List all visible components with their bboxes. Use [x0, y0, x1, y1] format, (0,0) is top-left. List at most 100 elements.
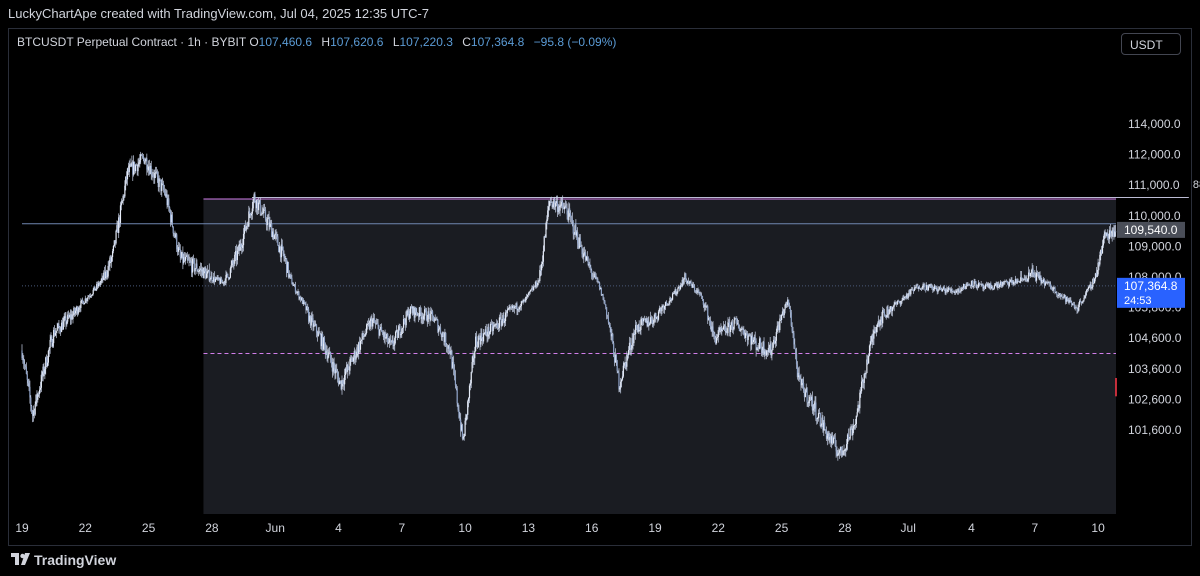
candle-body: [899, 302, 901, 305]
candle-body: [637, 324, 639, 332]
candle-body: [337, 376, 340, 385]
candle-body: [926, 285, 929, 291]
candle-body: [27, 379, 29, 384]
candle-body: [736, 318, 738, 324]
candle-body: [889, 309, 891, 314]
candle-body: [1023, 278, 1025, 280]
candle-body: [785, 302, 787, 305]
candle-body: [255, 201, 257, 209]
candle-body: [550, 201, 552, 203]
candle-body: [605, 304, 607, 308]
candle-body: [937, 289, 939, 292]
candle-body: [45, 357, 47, 370]
candle-body: [787, 299, 789, 305]
candle-body: [987, 283, 989, 286]
candle-body: [1086, 289, 1089, 291]
candle-body: [308, 309, 310, 322]
candle-body: [259, 200, 261, 214]
candle-body: [744, 332, 747, 338]
candle-body: [173, 233, 175, 235]
candle-body: [764, 351, 766, 355]
candle-body: [334, 367, 336, 374]
candle-body: [551, 201, 553, 208]
candle-body: [81, 299, 83, 302]
candle-body: [783, 309, 785, 316]
candle-body: [508, 307, 510, 309]
candle-body: [47, 350, 49, 363]
candle-body: [865, 372, 867, 375]
candle-body: [278, 245, 280, 253]
candle-body: [243, 225, 246, 234]
candle-body: [64, 316, 66, 319]
candle-body: [868, 345, 871, 356]
candle-body: [309, 315, 311, 326]
candle-body: [400, 334, 402, 336]
candle-body: [968, 284, 970, 286]
candle-body: [1005, 280, 1007, 282]
candle-body: [472, 355, 474, 362]
candle-body: [691, 284, 693, 288]
candle-body: [274, 233, 276, 236]
candle-body: [142, 155, 144, 158]
candle-body: [662, 305, 664, 307]
candle-body: [289, 274, 291, 276]
candle-body: [636, 328, 639, 332]
candle-body: [94, 286, 96, 291]
currency-unit-button[interactable]: USDT: [1121, 33, 1181, 55]
candle-body: [22, 358, 24, 361]
candle-body: [767, 347, 770, 352]
candle-body: [384, 332, 386, 339]
candle-body: [617, 371, 619, 373]
candle-body: [1101, 250, 1103, 254]
candle-body: [1010, 279, 1012, 282]
candle-body: [236, 250, 238, 261]
candle-body: [408, 310, 410, 319]
candle-body: [567, 214, 569, 221]
candle-body: [311, 316, 313, 319]
candle-body: [990, 283, 992, 289]
candle-body: [238, 245, 240, 251]
candle-body: [264, 208, 266, 210]
candle-body: [101, 277, 103, 281]
candle-body: [817, 413, 820, 419]
candle-body: [1086, 290, 1088, 293]
candle-body: [701, 296, 704, 300]
candle-body: [588, 263, 590, 266]
candle-body: [985, 284, 988, 286]
candle-body: [157, 177, 159, 187]
candle-body: [193, 259, 195, 272]
candle-body: [23, 360, 25, 364]
candle-body: [124, 185, 126, 197]
candle-body: [1030, 272, 1032, 274]
candle-body: [519, 307, 521, 310]
candle-body: [187, 259, 189, 261]
candle-body: [474, 351, 476, 359]
candle-body: [134, 164, 137, 172]
candle-body: [962, 287, 964, 289]
candle-body: [725, 331, 727, 333]
candle-body: [610, 327, 612, 337]
candle-body: [329, 351, 332, 360]
x-tick-label: 28: [838, 521, 852, 535]
candle-body: [79, 307, 81, 309]
candle-body: [540, 264, 543, 271]
candle-body: [295, 292, 297, 294]
candle-body: [369, 321, 371, 329]
candle-body: [591, 270, 593, 277]
candle-body: [306, 306, 308, 310]
candle-body: [877, 320, 879, 325]
candle-body: [740, 328, 742, 331]
candle-body: [416, 312, 418, 315]
candle-body: [745, 332, 748, 334]
candle-body: [491, 323, 493, 331]
candle-body: [461, 424, 464, 439]
candle-body: [517, 308, 519, 311]
candle-body: [153, 175, 155, 178]
candle-body: [548, 200, 551, 207]
candle-body: [844, 449, 846, 451]
candle-body: [457, 403, 459, 410]
candle-body: [56, 327, 58, 331]
candle-body: [749, 335, 751, 337]
candle-body: [536, 285, 538, 287]
